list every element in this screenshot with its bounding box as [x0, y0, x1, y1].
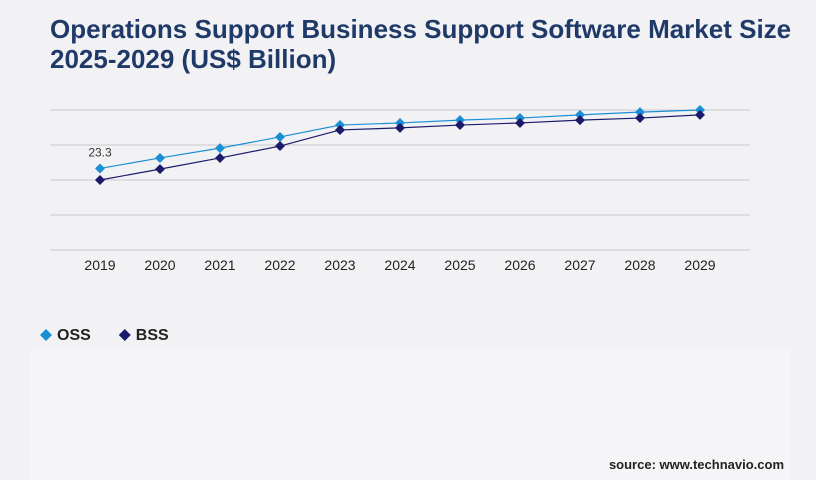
- data-point: [515, 117, 525, 128]
- value-label: 23.3: [88, 145, 112, 159]
- x-tick-label: 2021: [204, 257, 235, 273]
- data-point: [335, 124, 345, 135]
- data-point: [575, 109, 585, 120]
- data-point: [455, 120, 465, 131]
- legend-marker: [40, 329, 52, 341]
- data-point: [395, 122, 405, 133]
- data-point: [215, 152, 225, 163]
- chart-subtitle: 2025-2029 (US$ Billion): [50, 44, 336, 74]
- x-tick-label: 2020: [144, 257, 175, 273]
- data-point: [155, 152, 165, 163]
- x-tick-label: 2019: [84, 257, 115, 273]
- legend-label: BSS: [136, 327, 169, 344]
- x-tick-label: 2023: [324, 257, 355, 273]
- data-point: [635, 107, 645, 118]
- data-point: [155, 164, 165, 175]
- x-tick-label: 2025: [444, 257, 475, 273]
- data-point: [575, 115, 585, 126]
- x-tick-label: 2026: [504, 257, 535, 273]
- chart-title: Operations Support Business Support Soft…: [50, 14, 791, 44]
- data-point: [95, 163, 105, 174]
- legend-label: OSS: [57, 327, 91, 344]
- source: source: www.technavio.com: [609, 457, 784, 472]
- x-tick-label: 2027: [564, 257, 595, 273]
- x-tick-label: 2022: [264, 257, 295, 273]
- data-point: [275, 131, 285, 142]
- x-tick-label: 2024: [384, 257, 415, 273]
- x-tick-label: 2028: [624, 257, 655, 273]
- legend-marker: [118, 329, 131, 341]
- panel: [30, 350, 790, 480]
- x-tick-label: 2029: [684, 257, 715, 273]
- data-point: [635, 113, 645, 124]
- data-point: [275, 141, 285, 152]
- data-point: [95, 175, 105, 185]
- data-point: [215, 143, 225, 154]
- data-point: [695, 109, 705, 120]
